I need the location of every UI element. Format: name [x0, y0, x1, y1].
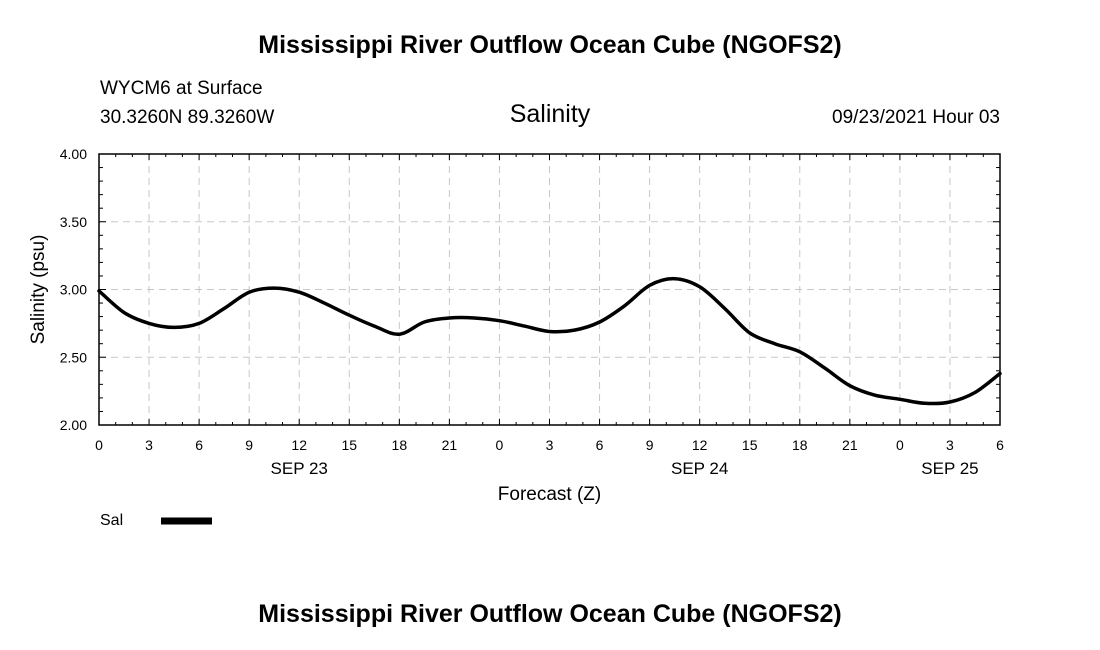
x-tick-label: 6: [596, 437, 604, 453]
y-tick-label: 4.00: [60, 146, 87, 162]
x-tick-label: 15: [742, 437, 758, 453]
x-axis: 0 3 6 9 12 15 18 21 0 3 6 9 12 15 18 21 0 3 6: [95, 437, 1004, 453]
x-tick-label: 12: [692, 437, 708, 453]
y-tick-label: 2.00: [60, 417, 87, 433]
date-label: SEP 24: [671, 459, 728, 478]
date-label: SEP 25: [921, 459, 978, 478]
date-label: SEP 23: [271, 459, 328, 478]
y-axis-label: Salinity (psu): [28, 235, 49, 345]
legend-label-sal: Sal: [100, 512, 123, 529]
x-tick-label: 18: [792, 437, 808, 453]
y-axis: 2.00 2.50 3.00 3.50 4.00: [60, 146, 87, 433]
x-tick-label: 21: [842, 437, 858, 453]
x-tick-label: 9: [646, 437, 654, 453]
x-tick-label: 6: [195, 437, 203, 453]
series-line-sal: [97, 276, 1002, 406]
x-tick-label: 3: [946, 437, 954, 453]
x-tick-label: 18: [392, 437, 408, 453]
y-tick-label: 3.00: [60, 282, 87, 298]
x-tick-label: 3: [145, 437, 153, 453]
x-tick-label: 0: [95, 437, 103, 453]
date-labels: SEP 23 SEP 24 SEP 25: [271, 459, 979, 478]
x-tick-label: 0: [896, 437, 904, 453]
x-tick-label: 0: [496, 437, 504, 453]
page-title: Mississippi River Outflow Ocean Cube (NG…: [258, 31, 842, 59]
x-tick-label: 3: [546, 437, 554, 453]
x-tick-label: 9: [245, 437, 253, 453]
y-tick-label: 3.50: [60, 214, 87, 230]
chart-title: Salinity: [509, 100, 591, 128]
station-label: WYCM6 at Surface: [100, 78, 263, 99]
y-tick-label: 2.50: [60, 349, 87, 365]
x-tick-label: 12: [291, 437, 307, 453]
x-tick-label: 15: [341, 437, 357, 453]
grid: [99, 154, 1000, 425]
axis-ticks: [98, 153, 1001, 426]
x-axis-label: Forecast (Z): [498, 484, 601, 505]
x-tick-label: 21: [442, 437, 458, 453]
datetime-label: 09/23/2021 Hour 03: [832, 107, 1000, 128]
location-label: 30.3260N 89.3260W: [100, 107, 275, 128]
x-tick-label: 6: [996, 437, 1004, 453]
page-footer-title: Mississippi River Outflow Ocean Cube (NG…: [258, 600, 842, 628]
